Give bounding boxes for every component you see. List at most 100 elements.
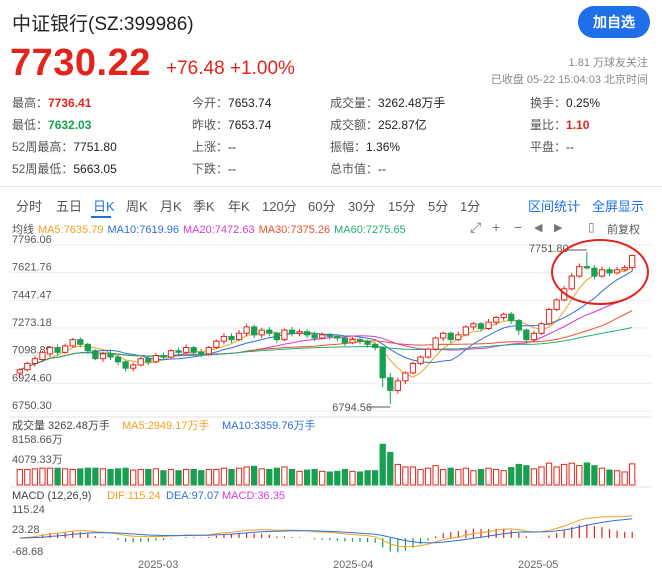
volume-bar: [175, 470, 182, 486]
tab-2[interactable]: 日K: [93, 199, 115, 214]
fullscreen-link[interactable]: 全屏显示: [592, 199, 645, 214]
stat-label: 成交额：: [330, 118, 379, 132]
candle-body: [69, 339, 76, 347]
tab-6[interactable]: 年K: [228, 199, 250, 214]
volume-bar: [62, 468, 69, 486]
stat-value: 7751.80: [73, 140, 117, 154]
volume-bar: [538, 466, 545, 486]
candle-body: [417, 356, 424, 364]
stat-value: --: [228, 162, 237, 176]
stat-value: --: [378, 162, 387, 176]
tab-12[interactable]: 1分: [460, 199, 481, 214]
expand-icon[interactable]: ⤢: [470, 219, 482, 235]
volume-bar: [167, 468, 175, 486]
stat-value: 7653.74: [228, 118, 272, 132]
volume-bar: [364, 470, 371, 486]
stat-item: 成交量：3262.48万手: [330, 94, 445, 111]
tab-10[interactable]: 15分: [388, 199, 416, 214]
x-axis-label: 2025-04: [333, 559, 373, 571]
lock-icon[interactable]: ▯: [588, 220, 595, 234]
change-value: +76.48: [166, 58, 225, 79]
y-tick-label: 7447.47: [12, 289, 52, 301]
candle-body: [258, 329, 265, 336]
candle-body: [583, 266, 591, 269]
stat-value: 5663.05: [73, 162, 117, 176]
volume-bar: [24, 468, 31, 486]
volume-bar: [54, 467, 61, 486]
candle-body: [175, 350, 182, 353]
volume-bar: [583, 462, 591, 486]
candle-body: [288, 329, 296, 334]
candle-body: [39, 351, 46, 360]
candle-body: [447, 332, 454, 341]
candle-body: [500, 313, 507, 318]
stat-item: 最低：7632.03: [12, 116, 91, 133]
tab-8[interactable]: 60分: [308, 199, 336, 214]
stat-value: 0.25%: [566, 96, 601, 110]
candle-body: [54, 347, 61, 353]
tab-11[interactable]: 5分: [428, 199, 449, 214]
volume-bar: [228, 468, 235, 486]
volume-bar: [152, 468, 160, 486]
volume-bar: [190, 468, 197, 486]
candle-body: [341, 337, 349, 344]
volume-bar: [303, 469, 311, 486]
divider: [0, 186, 662, 187]
candle-body: [16, 369, 23, 374]
kline-chart[interactable]: 7796.06 7621.76 7447.47 7273.18 7098.89 6924.…: [0, 235, 662, 575]
candle-body: [515, 320, 522, 331]
left-icon[interactable]: ◀: [534, 222, 543, 234]
zoom-in-icon[interactable]: +: [492, 219, 501, 235]
volume-bar: [606, 469, 613, 486]
volume-bar: [576, 465, 583, 486]
add-watchlist-button[interactable]: 加自选: [578, 6, 650, 38]
tab-9[interactable]: 30分: [348, 199, 376, 214]
tab-3[interactable]: 周K: [126, 199, 148, 214]
stat-value: 1.10: [566, 118, 590, 132]
candle-body: [167, 350, 175, 358]
right-icon[interactable]: ▶: [554, 222, 563, 234]
volume-title: 成交量 3262.48万手: [12, 418, 110, 432]
low-label: 6794.56: [332, 402, 372, 414]
candle-body: [492, 316, 500, 323]
tab-4[interactable]: 月K: [160, 199, 182, 214]
volume-bar: [515, 463, 522, 486]
candle-body: [24, 362, 31, 371]
volume-bar: [16, 468, 23, 486]
candle-body: [394, 380, 401, 391]
volume-bar: [77, 468, 84, 486]
stat-value: 7632.03: [48, 118, 92, 132]
volume-bar: [424, 467, 432, 486]
volume-bar: [84, 467, 91, 486]
restore-type[interactable]: 前复权: [607, 224, 640, 236]
candle-body: [440, 332, 447, 339]
volume-bar: [470, 470, 477, 486]
candle-body: [281, 329, 288, 341]
candle-body: [145, 358, 152, 363]
volume-bar: [379, 443, 386, 486]
y-tick-label: 7796.06: [12, 235, 52, 246]
volume-bar: [235, 467, 243, 486]
stat-label: 平盘：: [530, 140, 567, 154]
macd-dif: DIF:115.24: [107, 490, 161, 502]
candle-body: [62, 345, 69, 353]
candle-body: [326, 334, 333, 337]
tab-5[interactable]: 季K: [193, 199, 215, 214]
candle-body: [296, 331, 303, 334]
tab-1[interactable]: 五日: [56, 199, 83, 214]
tab-7[interactable]: 120分: [262, 199, 297, 214]
ma-prefix: 均线: [12, 224, 34, 236]
stat-item: 下跌：--: [192, 160, 236, 177]
ma-line-5: [19, 266, 633, 378]
zoom-out-icon[interactable]: −: [514, 219, 523, 235]
macd-value: MACD:36.35: [222, 490, 285, 502]
candle-body: [152, 354, 160, 363]
high-label: 7751.80: [529, 243, 569, 255]
range-stats-link[interactable]: 区间统计: [528, 199, 581, 214]
stat-item: 总市值：--: [330, 160, 386, 177]
x-axis-label: 2025-03: [138, 559, 178, 571]
volume-bar: [613, 470, 621, 486]
volume-bar: [107, 468, 114, 486]
candle-body: [424, 348, 432, 358]
tab-0[interactable]: 分时: [16, 199, 43, 214]
